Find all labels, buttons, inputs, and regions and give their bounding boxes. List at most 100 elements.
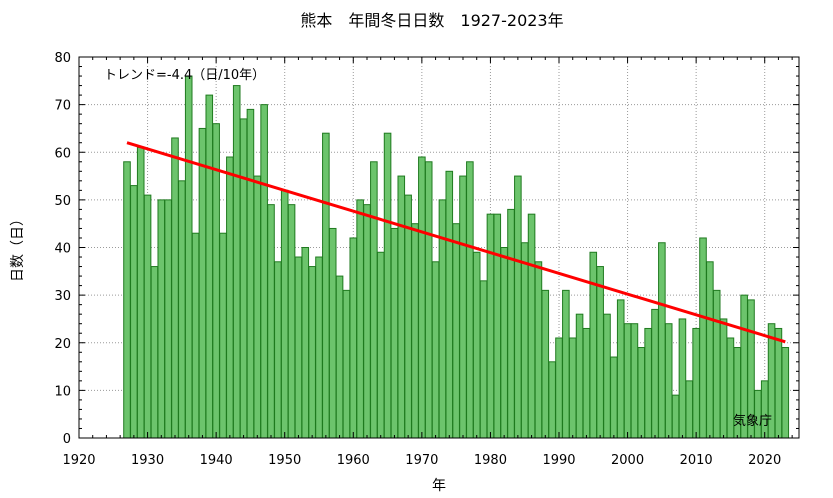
y-tick-label: 50 <box>54 194 71 209</box>
bar <box>486 213 495 439</box>
bar <box>616 299 625 439</box>
bar <box>774 327 783 439</box>
x-tick-label: 1970 <box>405 453 438 468</box>
bar <box>445 170 454 439</box>
trend-layer <box>126 141 786 344</box>
bar <box>376 251 385 439</box>
bar <box>479 280 488 439</box>
bar <box>706 261 714 439</box>
bar <box>582 327 591 439</box>
bar <box>267 204 275 439</box>
bar <box>555 337 563 439</box>
y-tick-label: 20 <box>54 337 71 352</box>
bar <box>610 356 618 439</box>
bar <box>548 361 556 439</box>
bar <box>500 247 508 439</box>
bar <box>671 394 680 439</box>
bar <box>596 266 604 439</box>
bar <box>143 194 152 439</box>
y-axis-label: 日数（日） <box>10 212 26 282</box>
bar <box>178 180 186 439</box>
bar <box>123 161 131 439</box>
bar <box>575 313 584 439</box>
x-tick-label: 2020 <box>748 453 781 468</box>
bar <box>171 137 179 439</box>
bar <box>198 127 207 439</box>
bar <box>637 347 646 439</box>
y-tick-label: 60 <box>54 146 71 161</box>
bar <box>184 75 193 439</box>
bar <box>328 227 337 439</box>
bar <box>226 156 234 439</box>
bar <box>418 156 426 439</box>
bar-layer <box>123 75 790 439</box>
bar <box>541 289 550 439</box>
bar <box>301 247 310 439</box>
bar <box>424 161 433 439</box>
bar <box>438 199 447 439</box>
bar <box>719 318 728 439</box>
bar <box>568 337 577 439</box>
bar <box>397 175 406 439</box>
y-tick-label: 80 <box>54 51 71 66</box>
bar <box>239 118 248 439</box>
x-tick-label: 1940 <box>200 453 233 468</box>
x-axis-label: 年 <box>432 478 446 494</box>
bar <box>712 289 721 439</box>
bar <box>685 380 694 439</box>
x-tick-label: 2010 <box>680 453 713 468</box>
bar <box>322 132 330 439</box>
bar <box>349 237 358 439</box>
y-tick-label: 40 <box>54 242 71 257</box>
bar <box>232 85 241 439</box>
bar <box>507 208 515 439</box>
bar <box>472 251 481 439</box>
x-tick-label: 1920 <box>62 453 95 468</box>
bar <box>664 323 673 439</box>
bar <box>308 266 316 439</box>
bar <box>459 175 467 439</box>
bar <box>644 327 652 439</box>
bar <box>253 175 262 439</box>
y-tick-label: 10 <box>54 384 71 399</box>
bar <box>191 232 200 439</box>
bar <box>589 251 598 439</box>
bar <box>260 104 268 439</box>
bar <box>630 323 639 439</box>
bar <box>335 275 344 439</box>
bar <box>363 204 371 439</box>
bar <box>130 185 138 439</box>
x-tick-label: 1960 <box>337 453 370 468</box>
bar <box>603 313 611 439</box>
bar <box>493 213 502 439</box>
bar <box>205 94 214 439</box>
bar <box>781 347 790 439</box>
bar <box>315 256 323 439</box>
bar <box>404 194 412 439</box>
x-tick-label: 1990 <box>542 453 575 468</box>
bar <box>246 108 255 439</box>
bar <box>699 237 707 439</box>
x-tick-label: 1930 <box>131 453 164 468</box>
bar <box>534 261 543 439</box>
bar <box>466 161 474 439</box>
bar <box>692 327 700 439</box>
y-tick-label: 30 <box>54 289 71 304</box>
bar <box>370 161 378 439</box>
tick-layer: 0 10 20 30 40 50 60 70 80 1920 1930 1940 1950 1960 197… <box>54 51 799 468</box>
trend-line <box>126 141 786 344</box>
bar <box>411 223 419 439</box>
bar <box>623 323 632 439</box>
bar <box>164 199 172 439</box>
chart-title: 熊本 年間冬日日数 1927-2023年 <box>300 11 563 30</box>
bar <box>390 227 399 439</box>
source-label: 気象庁 <box>733 413 772 429</box>
bar <box>157 199 166 439</box>
bar <box>431 261 440 439</box>
bar <box>136 146 145 439</box>
bar <box>514 175 522 439</box>
y-tick-label: 70 <box>54 99 71 114</box>
bar <box>383 132 392 439</box>
y-tick-label: 0 <box>63 432 71 447</box>
